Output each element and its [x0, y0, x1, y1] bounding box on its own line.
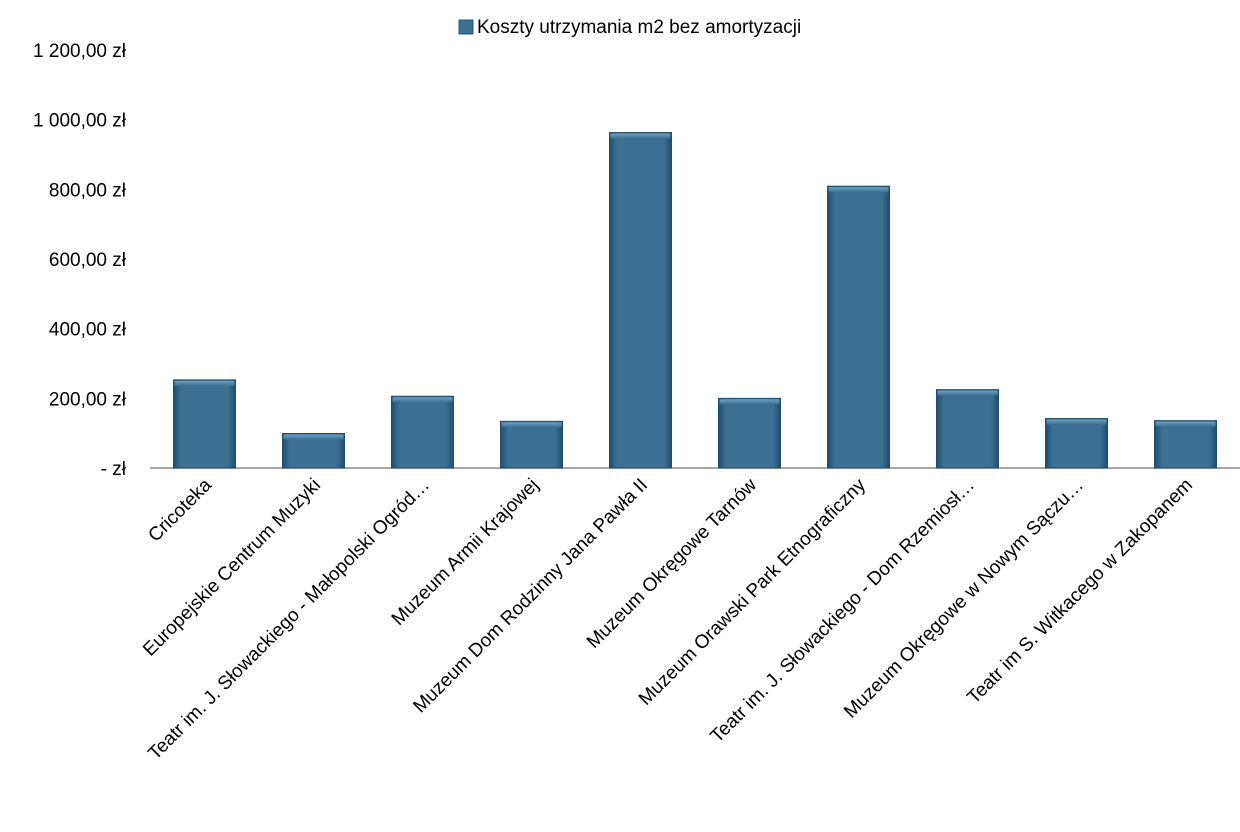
bar-top-highlight: [610, 133, 671, 139]
bar-top-highlight: [501, 422, 562, 428]
bar-top-highlight: [828, 187, 889, 193]
bar: [936, 389, 999, 469]
bar-body: [391, 395, 454, 469]
bar: [1045, 418, 1108, 469]
legend-label: Koszty utrzymania m2 bez amortyzacji: [477, 17, 801, 38]
bar: [500, 420, 563, 469]
bar-body: [500, 420, 563, 469]
y-tick-label: 600,00 zł: [49, 250, 127, 271]
y-tick-label: 400,00 zł: [49, 320, 127, 341]
bar-body: [609, 132, 672, 469]
bar-top-highlight: [937, 390, 998, 396]
x-category-label: Cricoteka: [144, 474, 216, 546]
bar-top-highlight: [1046, 419, 1107, 425]
bar-body: [718, 397, 781, 469]
x-category-label: Muzeum Orawski Park Etnograficzny: [635, 474, 870, 709]
y-tick-label: 200,00 zł: [49, 389, 127, 410]
x-category-label: Europejskie Centrum Muzyki: [139, 475, 325, 661]
bar: [1154, 420, 1217, 469]
bar: [718, 397, 781, 469]
bar-top-highlight: [283, 434, 344, 440]
bar-body: [827, 185, 890, 469]
bar: [827, 185, 890, 469]
legend: Koszty utrzymania m2 bez amortyzacji: [458, 17, 801, 38]
y-tick-label: 800,00 zł: [49, 180, 127, 201]
x-category-label: Muzeum Dom Rodzinny Jana Pawła II: [409, 475, 652, 718]
bar: [609, 132, 672, 469]
y-tick-label: 1 000,00 zł: [33, 111, 127, 132]
bar-top-highlight: [1155, 421, 1216, 427]
y-tick-label: - zł: [101, 459, 127, 480]
bar-top-highlight: [719, 399, 780, 405]
bar: [391, 395, 454, 469]
bar-body: [173, 379, 236, 469]
bar-body: [1045, 418, 1108, 469]
bars: [173, 132, 1217, 469]
y-tick-label: 1 200,00 zł: [33, 41, 127, 62]
bar-top-highlight: [392, 397, 453, 403]
x-category-label: Teatr im S. Witkacego w Zakopanem: [963, 475, 1197, 709]
bar-body: [936, 389, 999, 469]
bar-body: [1154, 420, 1217, 469]
bar: [173, 379, 236, 469]
legend-swatch: [458, 19, 474, 35]
y-axis-tick-labels: - zł 200,00 zł 400,00 zł 600,00 zł 800,00 zł…: [33, 41, 127, 480]
x-category-label: Muzeum Okręgowe w Nowym Sączu…: [840, 475, 1088, 723]
bar-top-highlight: [174, 380, 235, 386]
bar: [282, 433, 345, 469]
